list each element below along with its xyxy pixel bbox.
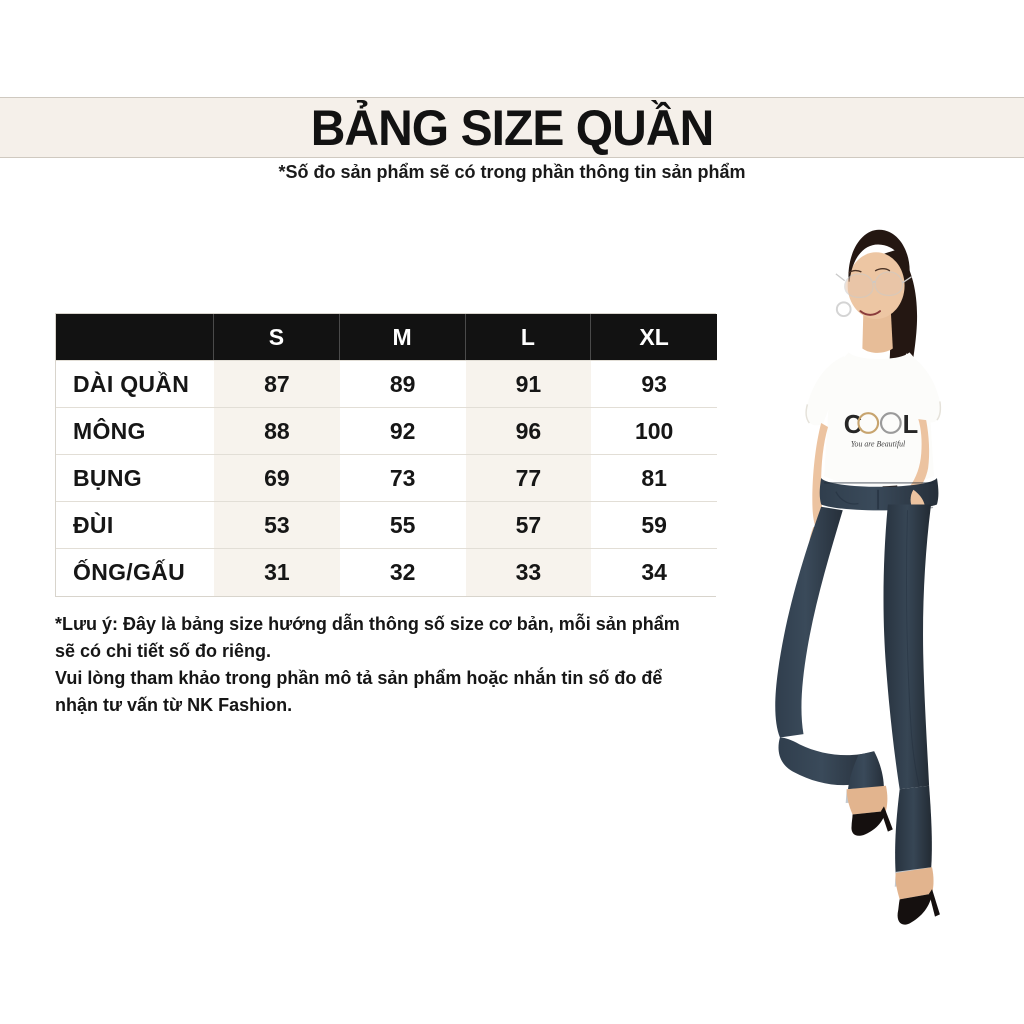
svg-text:L: L [903, 411, 919, 439]
svg-text:You are Beautiful: You are Beautiful [851, 440, 905, 449]
